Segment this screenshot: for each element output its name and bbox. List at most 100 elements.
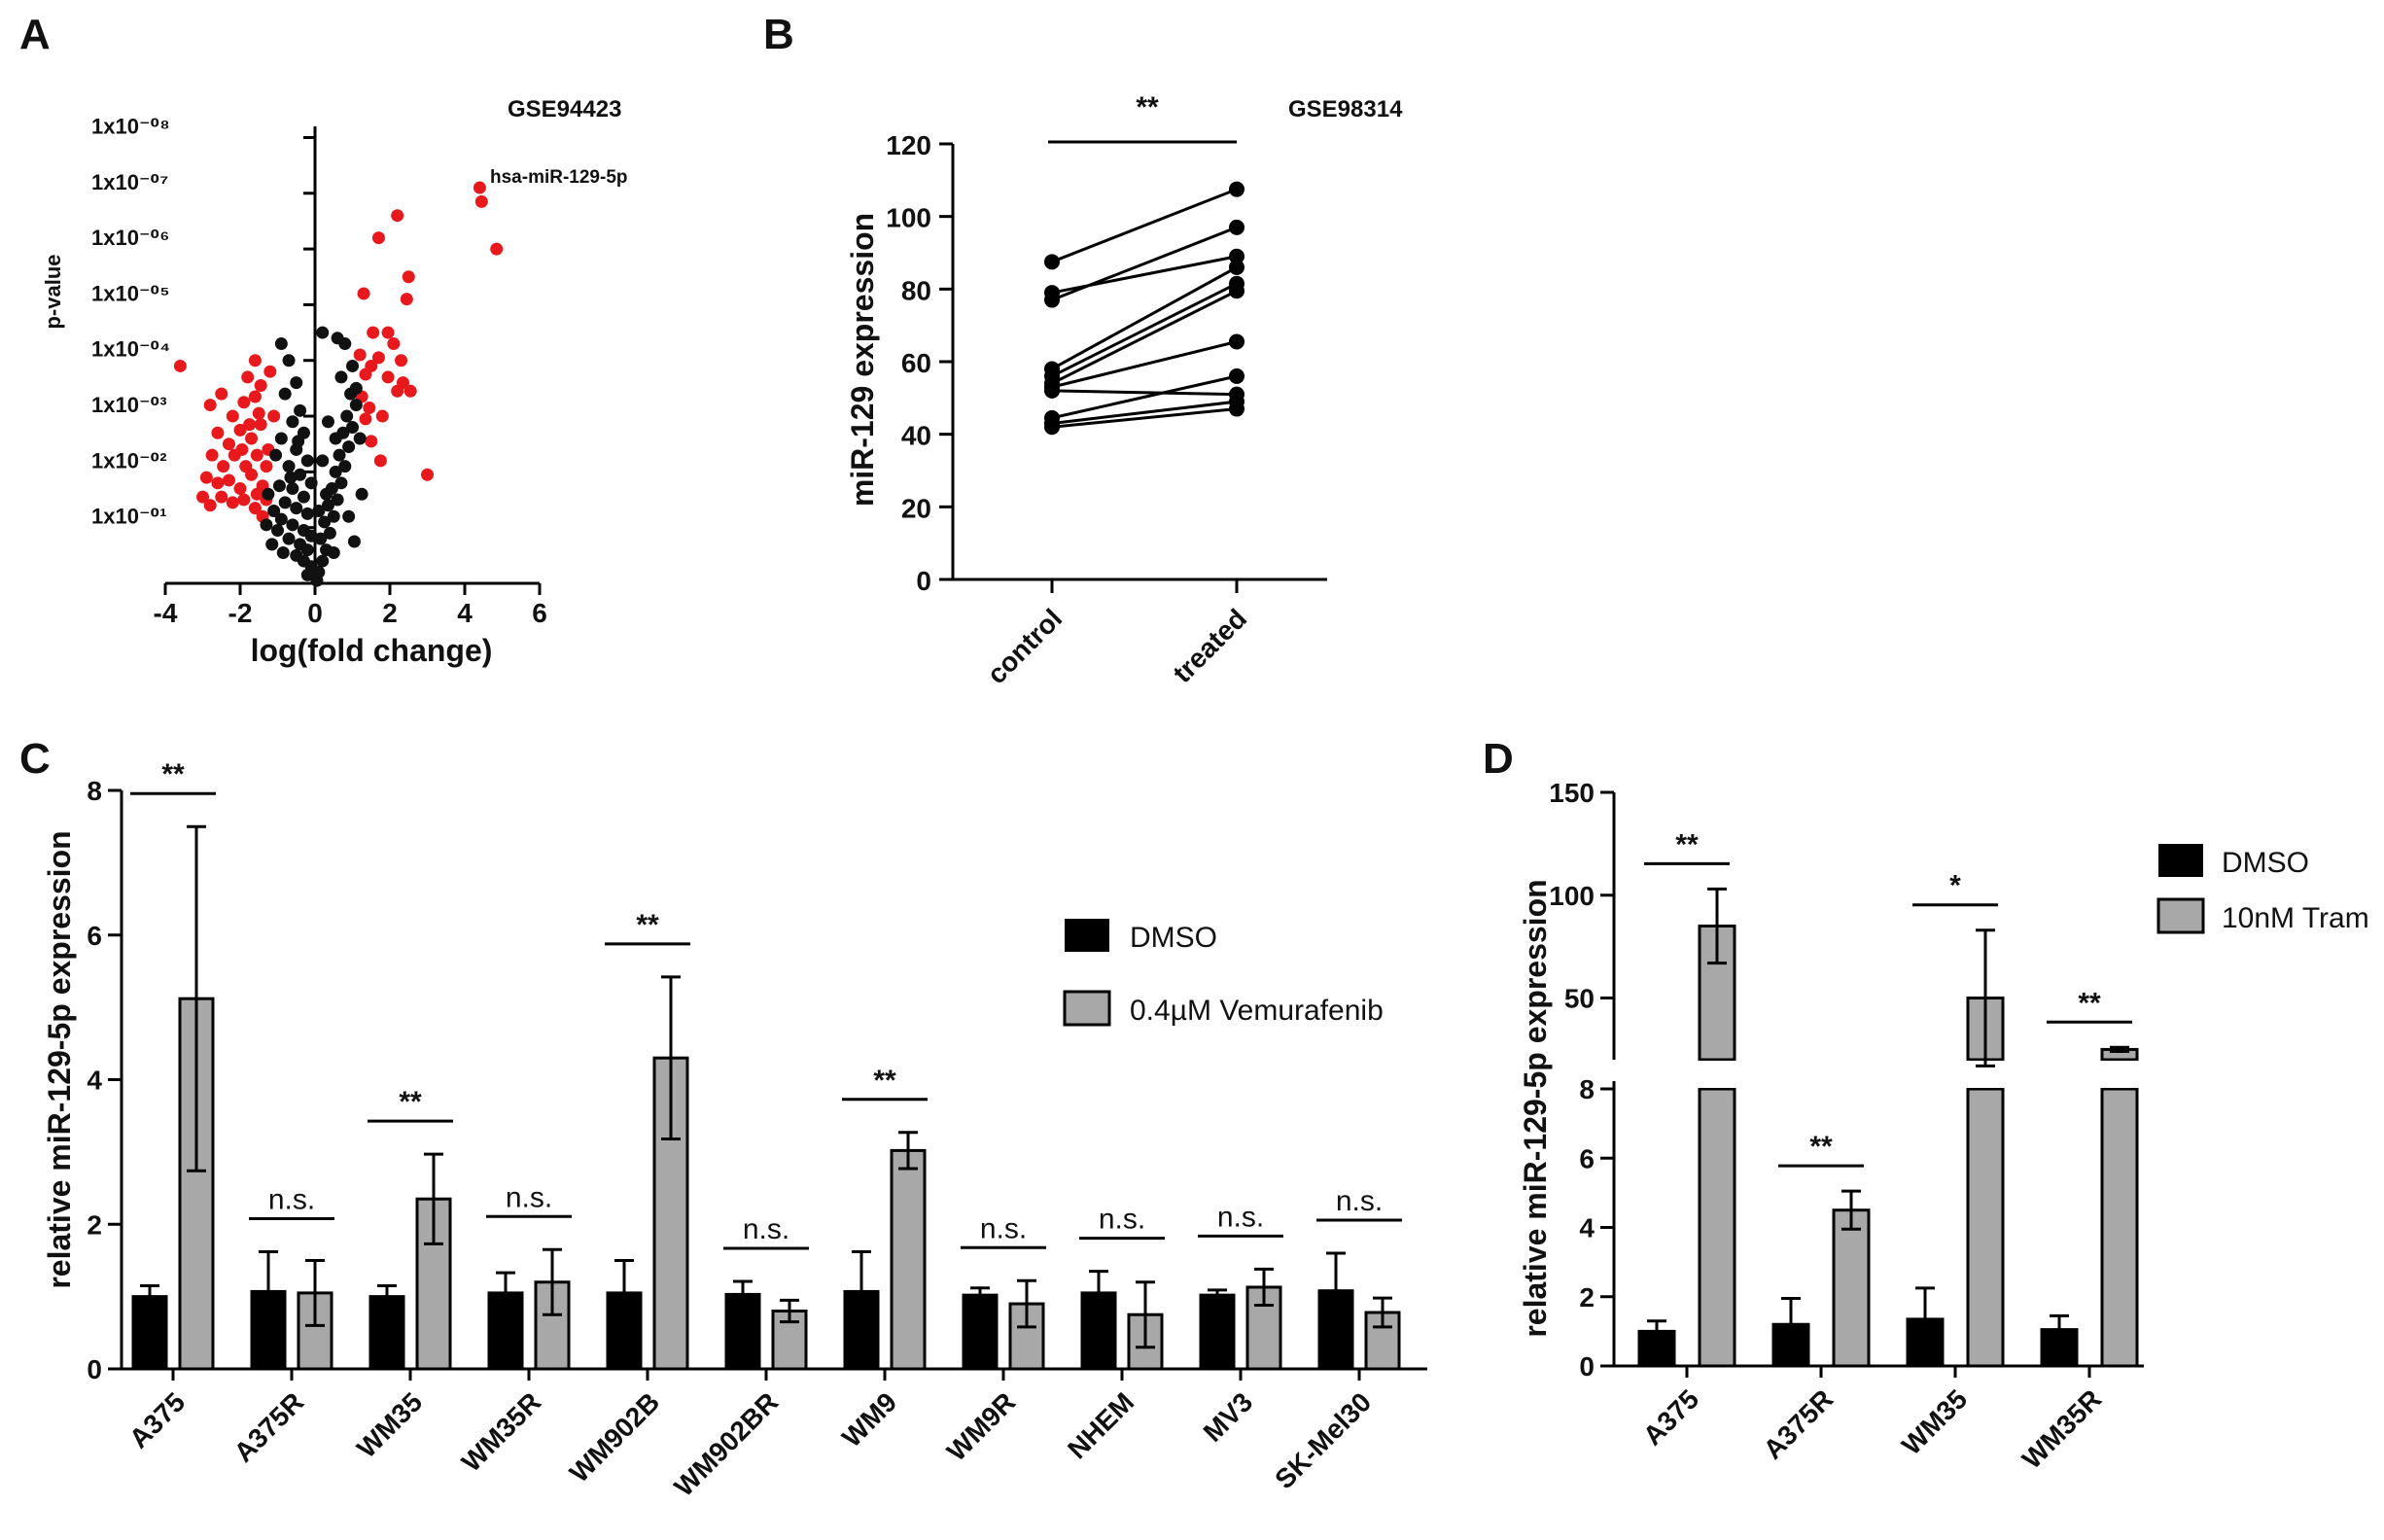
panel-b-pair-line [1051,226,1238,301]
panel-a-point [297,490,310,504]
panel-a-point-significant [371,351,385,365]
panel-a-x-tick-label: 4 [457,598,473,628]
panel-d-y-tick-label: 8 [1579,1074,1595,1104]
panel-a-point [312,566,326,579]
panel-c-x-tick-label: NHEM [1062,1386,1139,1464]
panel-b-point-treated [1229,333,1245,350]
panel-c-significance-label: n.s. [268,1184,315,1216]
panel-a-point-significant [359,412,372,426]
panel-c-y-tick-label: 8 [87,776,102,806]
panel-a-point-significant [381,370,395,384]
panel-d-legend-tram: 10nM Tram [2222,902,2369,934]
panel-b-pair-line [1051,265,1238,370]
panel-b-x-tick-label: treated [1167,603,1252,688]
panel-a-point [292,435,305,448]
panel-c-y-axis-label: relative miR-129-5p expression [42,830,77,1288]
panel-d-y-tick-label: 0 [1579,1351,1595,1382]
panel-a-point-significant [248,502,262,515]
panel-b-y-axis-label: miR-129 expression [845,213,880,507]
panel-c-x-tick-label: A375R [228,1386,310,1468]
panel-a-y-tick-label: 1x10⁻⁰⁴ [91,337,170,362]
panel-c-bar-vemurafenib [890,1148,927,1371]
panel-a-point-significant [254,379,267,393]
panel-c-significance-label: n.s. [743,1213,789,1245]
panel-a-point-significant [375,409,389,423]
panel-c-x-tick-label: SK-Mel30 [1269,1386,1377,1494]
panel-c-x-tick-label: WM9 [836,1386,902,1452]
panel-a-point-significant [222,438,235,451]
panel-c-significance-label: ** [873,1065,896,1097]
panel-a-point [278,496,292,509]
panel-a-point-significant [403,384,417,398]
panel-a-y-tick-label: 1x10⁻⁰² [91,448,167,472]
panel-a-point [274,337,288,351]
panel-a-point-significant [245,432,259,445]
panel-c-bar-chart: relative miR-129-5p expression DMSO 0.4µ… [42,758,1427,1502]
panel-a-point [272,479,286,493]
panel-label-d: D [1483,735,1514,783]
panel-a-point-significant [400,293,413,306]
panel-a-point-significant [357,287,370,300]
panel-c-x-tick-label: MV3 [1198,1386,1259,1448]
panel-a-point-significant [373,454,387,468]
panel-a-y-tick-label: 1x10⁻⁰⁵ [91,281,170,305]
panel-c-x-tick-label: WM902BR [669,1386,785,1502]
panel-d-x-tick-label: A375 [1637,1383,1704,1451]
panel-c-x-tick-label: WM9R [941,1386,1021,1466]
panel-a-point [300,543,314,557]
panel-a-point [262,487,275,501]
panel-a-point-significant [248,354,262,368]
panel-c-significance-label: ** [399,1086,422,1118]
panel-d-x-tick-label: A375R [1758,1383,1840,1465]
panel-a-point [282,532,296,545]
panel-b-point-treated [1229,248,1245,264]
panel-a-point-significant [215,490,228,504]
panel-a-x-tick-label: 2 [382,598,398,628]
panel-b-y-tick-label: 80 [901,275,931,305]
panel-a-point [329,465,342,478]
panel-a-point [290,376,303,390]
panel-a-point-significant [395,354,408,368]
panel-a-point [347,535,361,548]
panel-b-point-control [1044,382,1060,399]
panel-d-bar-tram-lower [1966,1087,2005,1368]
panel-a-point-significant [203,499,217,512]
panel-label-c: C [19,735,51,783]
panel-c-legend-vemurafenib: 0.4µM Vemurafenib [1130,995,1384,1027]
panel-d-y-tick-label: 50 [1564,984,1595,1014]
panel-c-x-tick-label: A375 [123,1386,191,1453]
panel-c-bar-dmso [962,1293,999,1371]
panel-c-y-tick-label: 2 [87,1209,102,1240]
panel-c-bar-dmso [1199,1293,1236,1371]
panel-a-point-significant [490,242,504,256]
panel-b-significance: ** [1136,91,1159,123]
panel-a-point-significant [263,365,277,378]
panel-a-point-significant [203,399,217,412]
panel-a-point [290,502,303,515]
panel-a-point [282,354,296,368]
panel-c-bar-dmso [368,1295,405,1371]
panel-a-point [312,504,326,517]
panel-a-point-significant [381,326,395,339]
panel-a-point [274,512,288,526]
panel-b-pair-line [1051,400,1238,425]
panel-a-x-tick-label: -2 [228,598,253,628]
panel-b-dataset-title: GSE98314 [1288,96,1403,122]
panel-b-y-tick-label: 60 [901,348,931,378]
panel-a-point-significant [421,468,434,481]
panel-a-point [278,387,292,401]
panel-a-point [316,454,330,468]
panel-a-x-tick-label: -4 [154,598,178,628]
panel-d-significance-label: ** [1675,828,1699,860]
panel-a-point [276,545,290,559]
panel-d-y-axis-label: relative miR-129-5p expression [1518,879,1553,1337]
panel-a-point-significant [237,493,251,507]
panel-a-point [294,403,307,417]
panel-a-point-significant [254,418,267,432]
panel-b-point-treated [1229,219,1245,235]
panel-a-point-significant [222,473,235,487]
panel-d-axis-break-gap [2098,1061,2141,1088]
panel-d-axis-break-gap [1696,1061,1738,1088]
panel-a-point [321,499,334,512]
